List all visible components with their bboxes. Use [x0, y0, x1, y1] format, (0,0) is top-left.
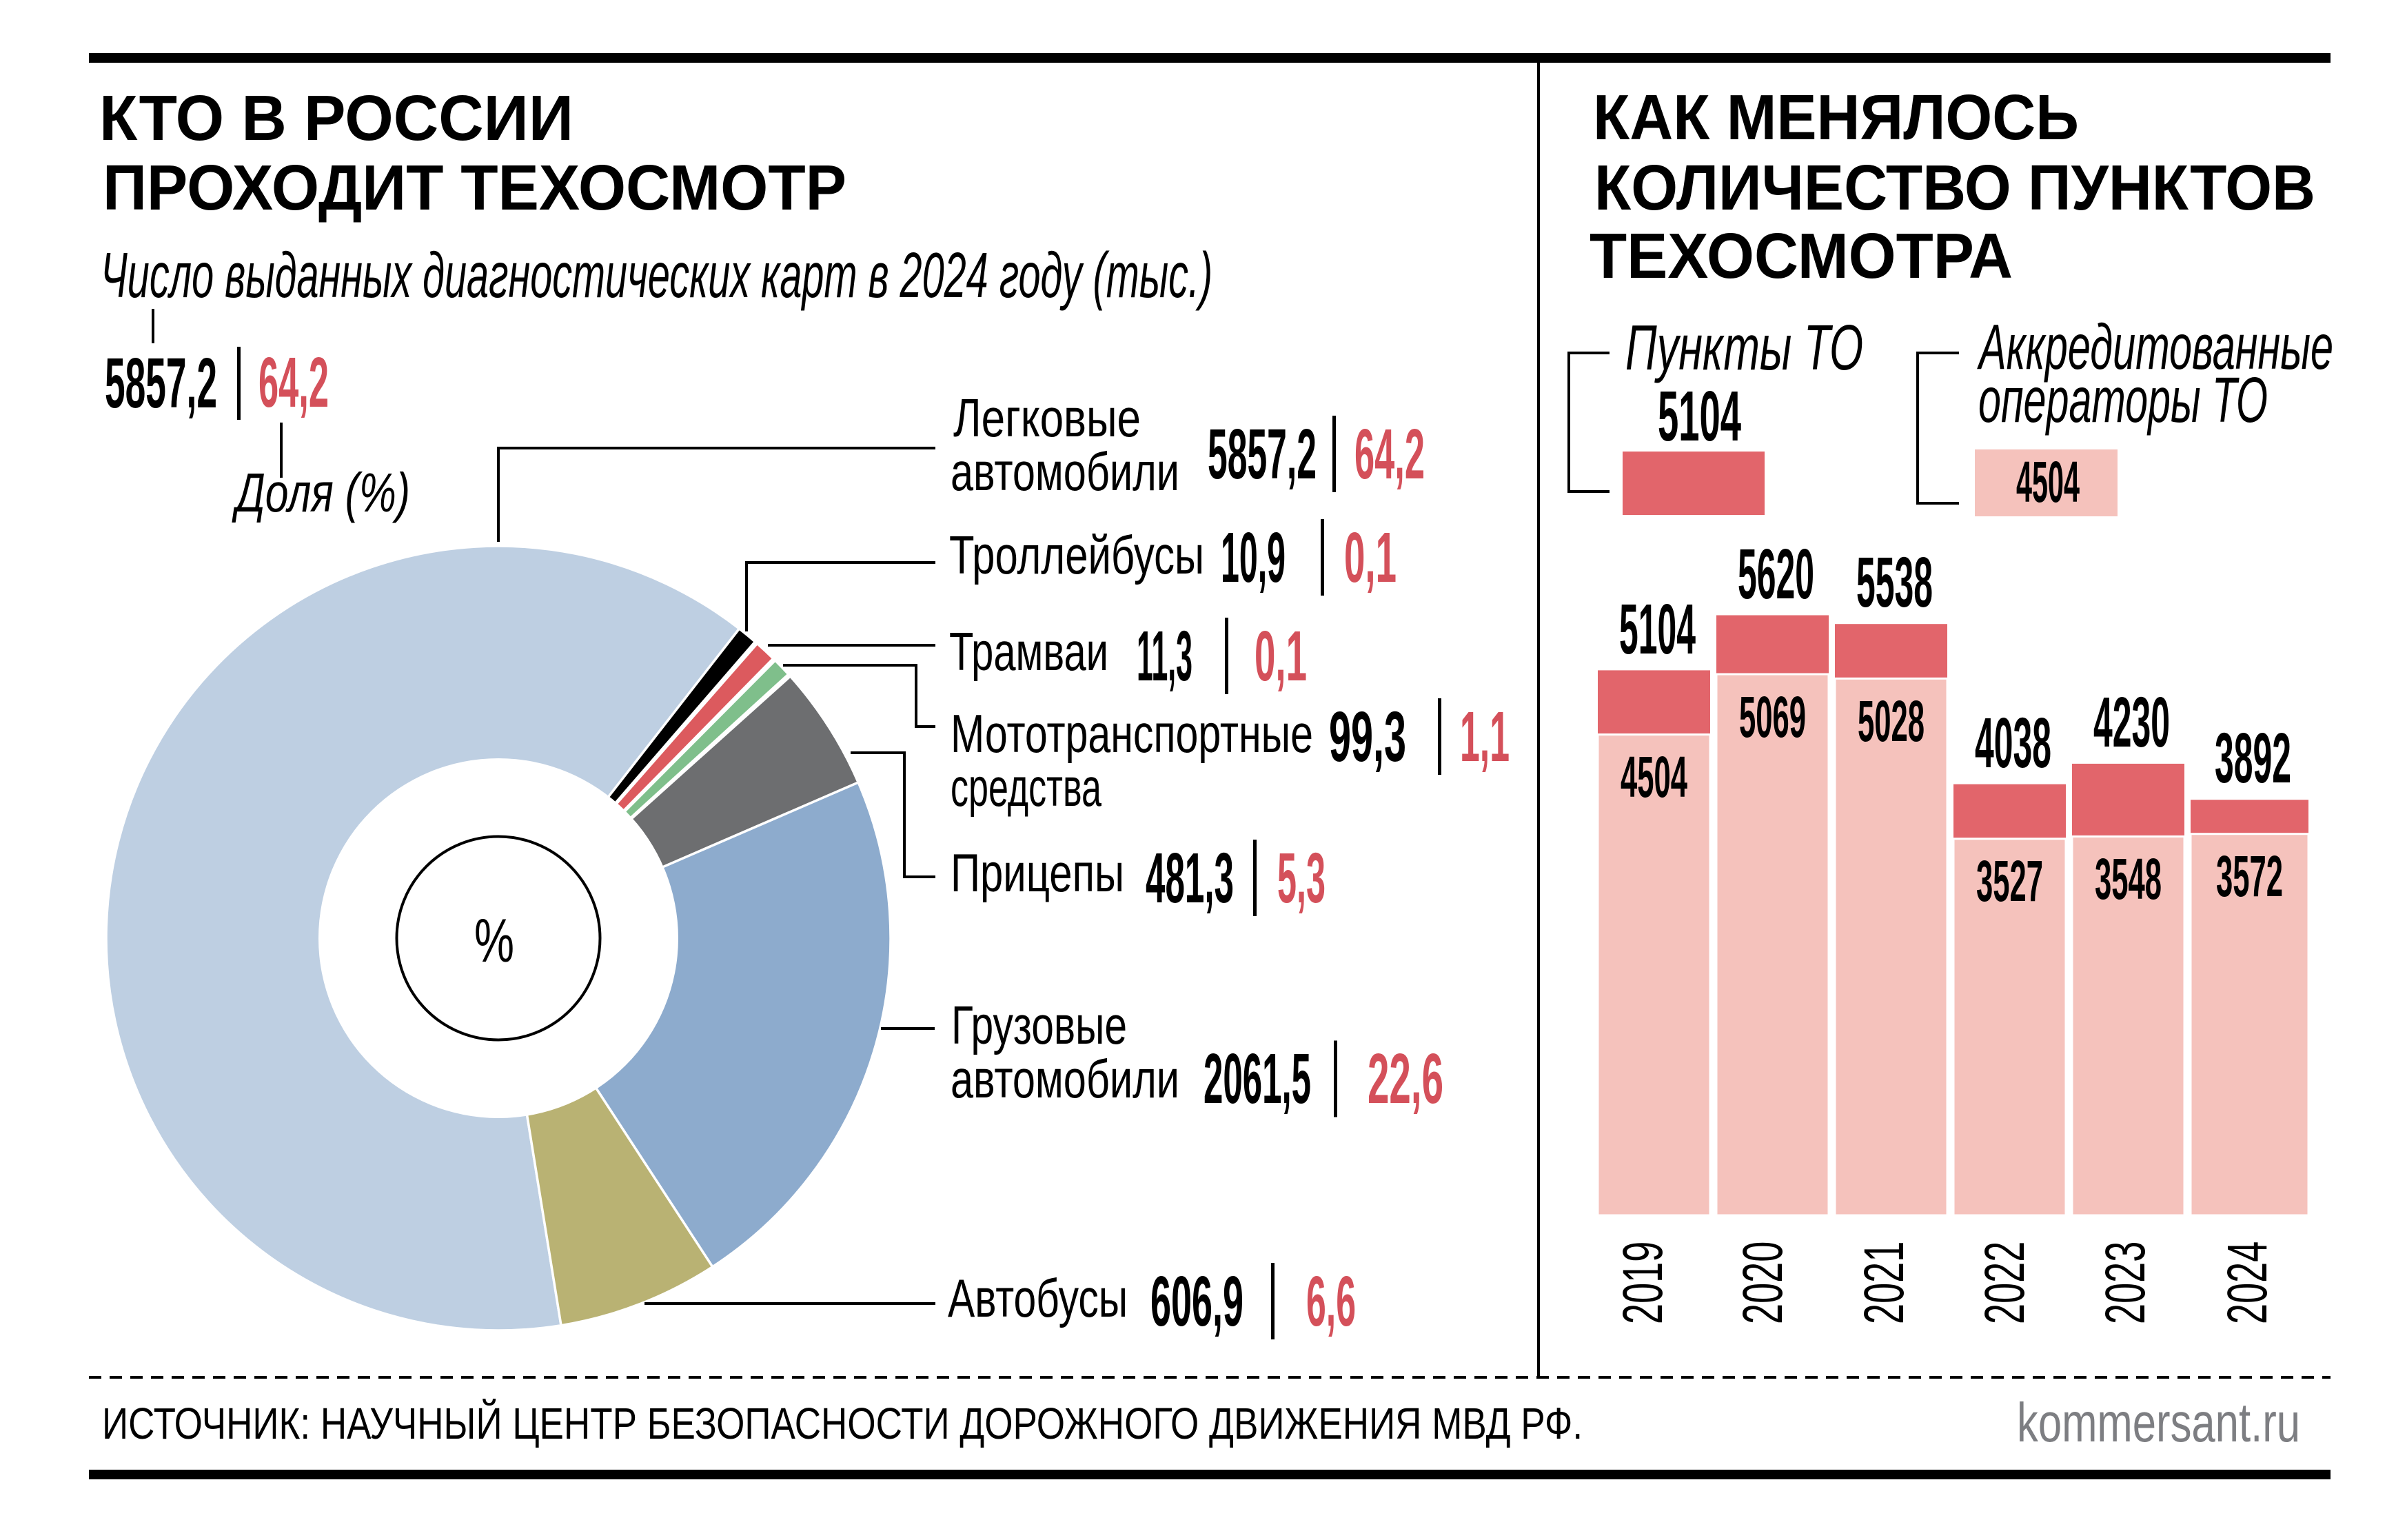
- svg-text:%: %: [474, 906, 514, 975]
